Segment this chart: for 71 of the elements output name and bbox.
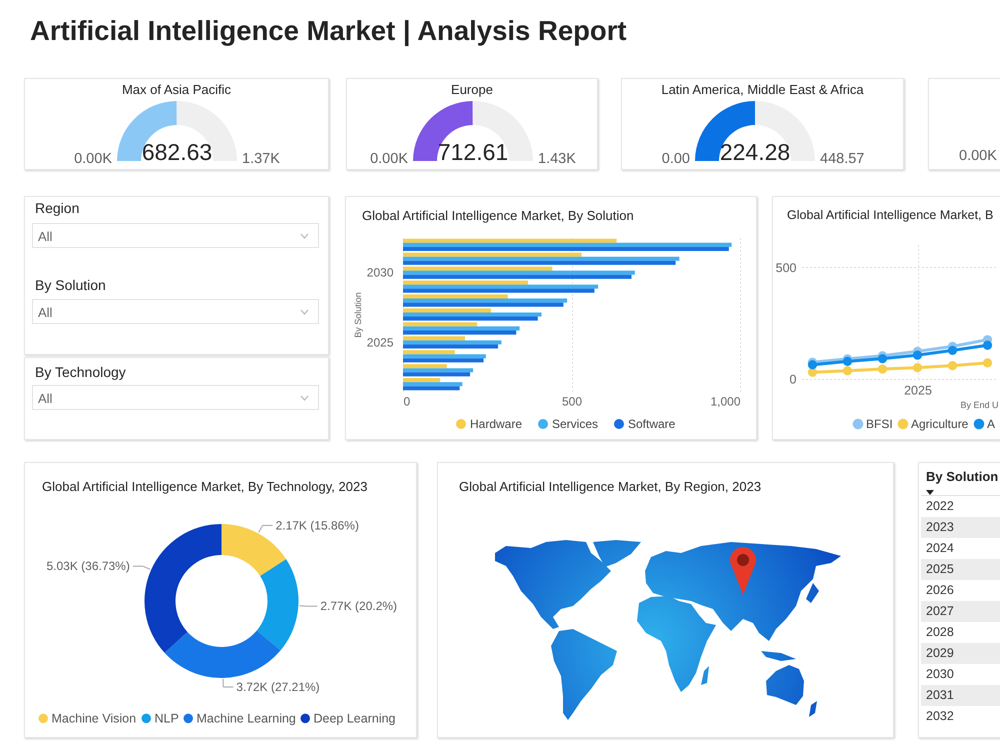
donut-slice — [164, 630, 281, 678]
data-label: 3.72K (27.21%) — [236, 680, 320, 694]
point — [982, 358, 992, 368]
text: 0.00K — [959, 148, 997, 166]
text: Artificial Intelligence Market | Analysis Report — [30, 14, 627, 47]
legend-label: Agriculture — [911, 417, 969, 431]
legend-label: A — [987, 417, 996, 431]
y-tick-label: 2030 — [366, 266, 394, 280]
legend-label: Hardware — [470, 417, 522, 431]
data-label: 2.77K (20.2%) — [320, 599, 398, 614]
text: Global Artificial Intelligence Market, By Region, 2023 — [459, 479, 762, 495]
data-label: 224.28 — [720, 139, 790, 165]
legend-label: Deep Learning — [314, 711, 396, 726]
legend-label: Services — [552, 417, 598, 431]
point — [842, 366, 852, 376]
y-tick-label: 2027 — [921, 601, 1000, 622]
x-tick-label: 1,000 — [710, 394, 741, 408]
chart-title: Global Artificial Intelligence Market, B — [787, 208, 994, 223]
chart-title: Europe — [450, 82, 494, 98]
x-axis-title: By End U — [960, 400, 998, 410]
y-tick-label: 2028 — [925, 624, 955, 641]
point — [948, 346, 958, 356]
text: By Technology — [35, 364, 126, 381]
point — [878, 364, 888, 374]
text: 448.57 — [820, 151, 864, 167]
y-tick-label: 2024 — [925, 540, 955, 557]
text: Region — [35, 200, 80, 217]
y-tick-label: 2022 — [925, 498, 955, 515]
point — [808, 368, 818, 377]
y-tick-label: 2029 — [921, 643, 1000, 664]
y-tick-label: 2031 — [921, 685, 1000, 706]
donut-slice — [144, 524, 222, 653]
text: 0.00K — [74, 151, 112, 167]
text: By Solution — [35, 277, 106, 294]
y-tick-label: 2026 — [925, 582, 955, 599]
data-label: 5.03K (36.73%) — [46, 559, 130, 574]
point — [808, 360, 818, 370]
point — [948, 361, 958, 370]
y-axis-title: By Solution — [926, 468, 1000, 485]
legend-label: NLP — [154, 711, 179, 726]
legend-label: BFSI — [866, 417, 893, 431]
chart-title: Global Artificial Intelligence Market, By Technology, 2023 — [42, 479, 368, 495]
data-label: 712.61 — [438, 139, 508, 165]
point — [912, 350, 922, 360]
point — [842, 356, 852, 366]
dropdown-field: All — [32, 223, 319, 248]
text: 1.37K — [242, 151, 280, 167]
x-tick-label: 500 — [562, 394, 582, 408]
text: 0.00K — [370, 151, 408, 167]
point — [878, 354, 888, 364]
point — [912, 363, 922, 372]
text: 1.43K — [538, 151, 576, 167]
legend-label: Software — [628, 417, 676, 431]
x-tick-label: 0 — [404, 394, 410, 408]
donut-slice — [256, 559, 298, 650]
legend-label: Machine Vision — [52, 711, 136, 726]
data-label: 2.17K (15.86%) — [276, 518, 359, 532]
y-tick-label: 2030 — [925, 666, 955, 683]
y-tick-label: 2025 — [921, 559, 1000, 580]
text: 0.00 — [662, 151, 690, 167]
data-label: 682.63 — [142, 139, 212, 165]
y-tick-label: 2023 — [921, 517, 1000, 538]
y-axis-title: By Solution — [352, 292, 363, 338]
legend-label: Machine Learning — [196, 711, 296, 726]
dropdown-field: All — [32, 385, 319, 410]
chart-title: Max of Asia Pacific — [120, 82, 232, 98]
dropdown-field: All — [32, 299, 319, 324]
chart-title: Latin America, Middle East & Africa — [660, 82, 865, 98]
y-tick-label: 2032 — [925, 708, 955, 725]
point — [982, 340, 992, 350]
chart-title: Global Artificial Intelligence Market, By Solution — [362, 208, 634, 224]
